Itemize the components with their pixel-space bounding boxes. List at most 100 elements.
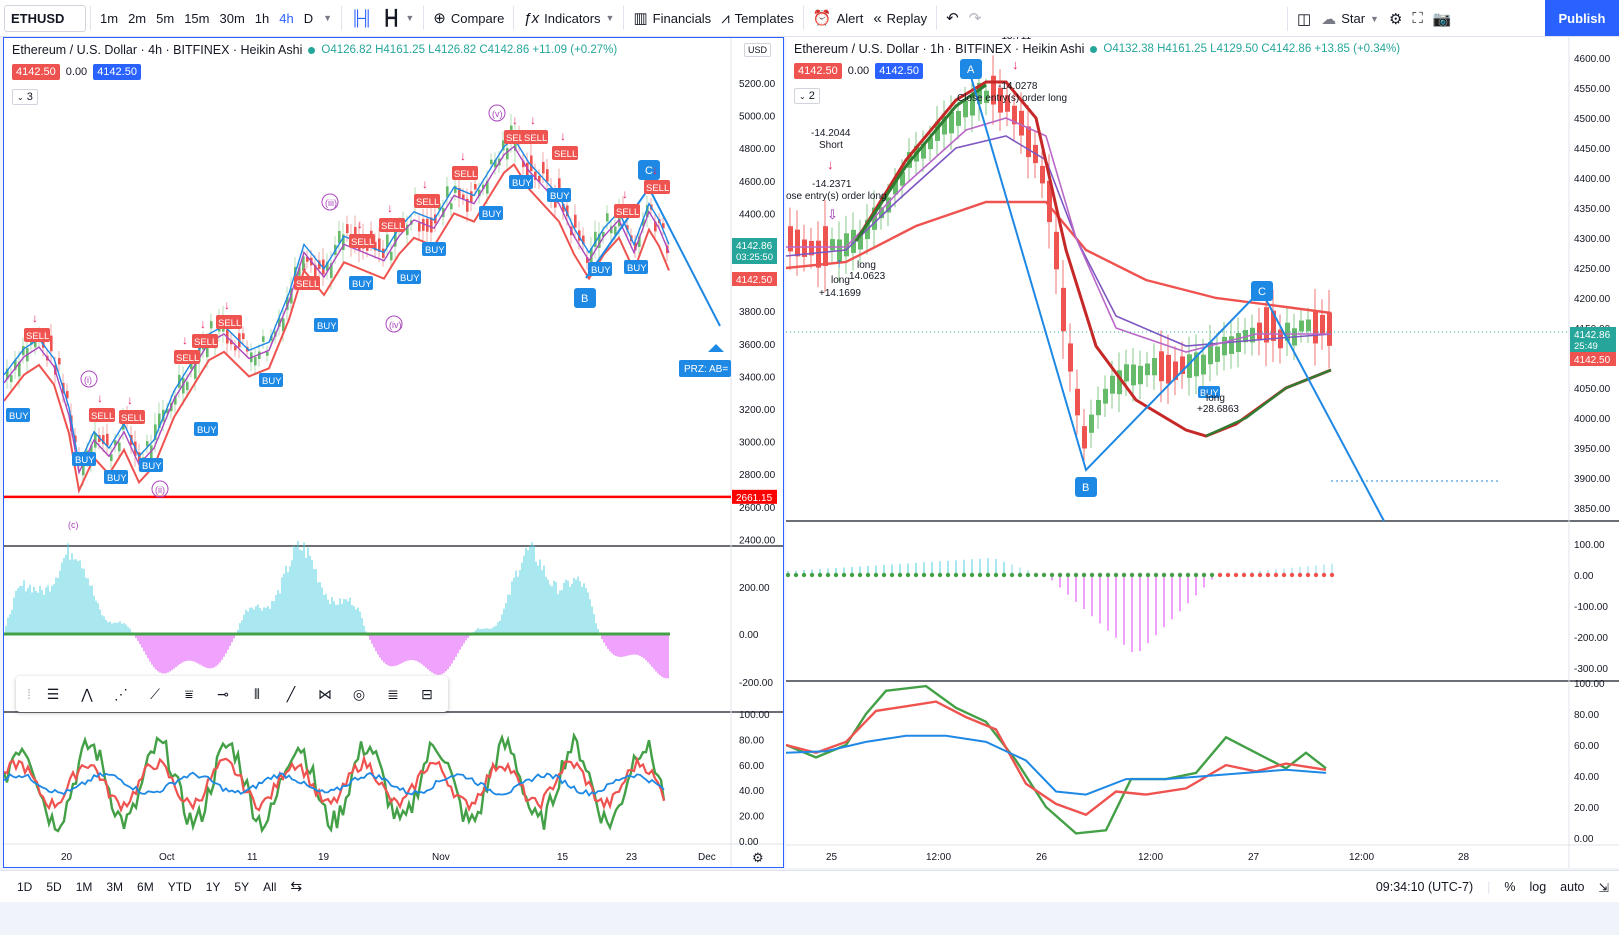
price-tick-label: 5000.00: [739, 112, 776, 123]
range-ytd[interactable]: YTD: [167, 879, 192, 894]
zero-dot: [865, 572, 871, 578]
wave-label: (c): [68, 520, 79, 530]
candle-body: [478, 189, 481, 197]
spiral-icon[interactable]: ◎: [352, 685, 366, 702]
candle-body: [921, 143, 926, 159]
clock[interactable]: 09:34:10 (UTC-7): [1375, 880, 1474, 894]
log-toggle[interactable]: log: [1529, 880, 1547, 894]
price-tick-label: 3000.00: [739, 438, 776, 449]
range-3m[interactable]: 3M: [106, 879, 124, 894]
candle-body: [558, 178, 561, 190]
range-5d[interactable]: 5D: [46, 879, 62, 894]
auto-toggle[interactable]: auto: [1560, 880, 1585, 894]
range-all[interactable]: All: [263, 879, 277, 894]
long-label: long: [831, 275, 850, 286]
percent-toggle[interactable]: %: [1504, 880, 1516, 894]
candle-type-button[interactable]: ┣┫ ▼: [377, 5, 419, 32]
range-5y[interactable]: 5Y: [234, 879, 250, 894]
gear-icon: ⚙: [1388, 10, 1403, 28]
fib-retracement-icon[interactable]: ≣: [387, 685, 399, 702]
interval-2m[interactable]: 2m: [128, 10, 147, 26]
sell-price-button[interactable]: 4142.50: [794, 63, 842, 79]
sell-price-button[interactable]: 4142.50: [12, 64, 60, 80]
lines-tool-icon[interactable]: ☰: [46, 685, 60, 702]
buy-price-button[interactable]: 4142.50: [875, 63, 923, 79]
drag-handle-icon[interactable]: ⁞: [27, 686, 31, 702]
candle-body: [298, 267, 301, 276]
publish-button[interactable]: Publish: [1545, 0, 1619, 36]
bar-type-button[interactable]: ╟╢: [346, 5, 377, 32]
price-tick-label: 4050.00: [1574, 384, 1611, 395]
spread-value: 0.00: [65, 66, 88, 78]
buy-signal-label: BUY: [75, 455, 95, 466]
settings-button[interactable]: ⚙: [1384, 5, 1407, 32]
candle-body: [970, 94, 975, 116]
interval-dropdown[interactable]: ▼: [318, 5, 337, 32]
interval-d[interactable]: D: [303, 10, 314, 26]
range-1m[interactable]: 1M: [75, 879, 93, 894]
range-6m[interactable]: 6M: [137, 879, 154, 894]
buy-signal-label: BUY: [9, 411, 29, 422]
fib-channel-icon[interactable]: ⩸: [184, 685, 194, 702]
candle-body: [1089, 414, 1094, 433]
xabcd-pattern-icon[interactable]: ⋈: [318, 685, 332, 702]
zero-dot: [1009, 572, 1015, 578]
zero-dot: [1321, 572, 1327, 578]
right-chart-canvas[interactable]: 4600.00 4550.00 4500.00 4450.00 4400.00 4350.…: [786, 37, 1619, 868]
interval-4h[interactable]: 4h: [279, 10, 294, 26]
candle-body: [1012, 105, 1017, 125]
indicators-collapse-button[interactable]: ⌄ 3: [12, 89, 38, 105]
interval-5m[interactable]: 5m: [156, 10, 175, 26]
indicators-collapse-button[interactable]: ⌄ 2: [794, 88, 820, 104]
scroll-bottom-icon[interactable]: ⇲: [1598, 880, 1609, 895]
layout-button[interactable]: ◫: [1292, 5, 1316, 32]
range-1y[interactable]: 1Y: [205, 879, 221, 894]
symbol-search[interactable]: ETHUSD: [4, 4, 86, 32]
interval-15m[interactable]: 15m: [184, 10, 210, 26]
candle-body: [1145, 363, 1150, 376]
snapshot-button[interactable]: 📷: [1428, 5, 1457, 32]
buy-price-button[interactable]: 4142.50: [93, 64, 141, 80]
redo-button[interactable]: ↷: [964, 5, 987, 32]
gann-box-icon[interactable]: ⊟: [421, 685, 433, 702]
currency-selector[interactable]: USD: [744, 43, 772, 57]
candle-body: [154, 424, 157, 441]
templates-button[interactable]: ⩘ Templates: [716, 5, 799, 32]
candle-body: [34, 340, 37, 348]
date-range-icon[interactable]: ⇆: [290, 878, 303, 894]
candle-body: [394, 230, 397, 247]
compare-button[interactable]: ⊕ Compare: [428, 5, 509, 32]
price-tick-label: 3850.00: [1574, 504, 1611, 515]
left-chart-pane[interactable]: 5200.005000.004800.004600.004400.004000.…: [3, 37, 784, 868]
right-chart-pane[interactable]: 4600.00 4550.00 4500.00 4450.00 4400.00 4350.…: [786, 37, 1619, 868]
left-chart-title: Ethereum / U.S. Dollar · 4h · BITFINEX ·…: [12, 43, 303, 57]
zero-dot: [1017, 572, 1023, 578]
candle-body: [338, 230, 341, 244]
vertical-lines-icon[interactable]: ⦀: [253, 685, 261, 702]
interval-1h[interactable]: 1h: [254, 10, 270, 26]
short-value-2: -14.2371: [812, 179, 852, 190]
trend-line-icon[interactable]: ╱: [286, 685, 296, 702]
interval-30m[interactable]: 30m: [219, 10, 245, 26]
left-chart-canvas[interactable]: 5200.005000.004800.004600.004400.004000.…: [4, 38, 783, 867]
candle-body: [58, 358, 61, 365]
trend-path-icon[interactable]: ⟋: [150, 685, 160, 702]
sell-signal-badge: [174, 350, 200, 364]
interval-1m[interactable]: 1m: [100, 10, 119, 26]
wave-label: (iv): [389, 320, 402, 330]
indicators-button[interactable]: ƒx Indicators ▼: [518, 5, 619, 32]
undo-button[interactable]: ↶: [941, 5, 964, 32]
candle-body: [1313, 311, 1318, 344]
sell-arrow-icon: ↓: [622, 187, 628, 201]
range-1d[interactable]: 1D: [17, 879, 33, 894]
alert-button[interactable]: ⏰ Alert: [808, 5, 868, 32]
abc-pattern-icon[interactable]: ⋀: [81, 685, 93, 702]
fullscreen-button[interactable]: ⛶: [1407, 5, 1428, 32]
elliott-wave-icon[interactable]: ⋰: [114, 685, 128, 702]
financials-button[interactable]: ▥ Financials: [628, 5, 716, 32]
left-high: H4161.25: [375, 44, 425, 56]
replay-button[interactable]: «Replay: [868, 5, 932, 32]
oscillator-line: [786, 734, 1327, 796]
horizontal-ray-icon[interactable]: ⊸: [217, 685, 229, 702]
star-button[interactable]: ☁ Star ▼: [1316, 5, 1384, 32]
